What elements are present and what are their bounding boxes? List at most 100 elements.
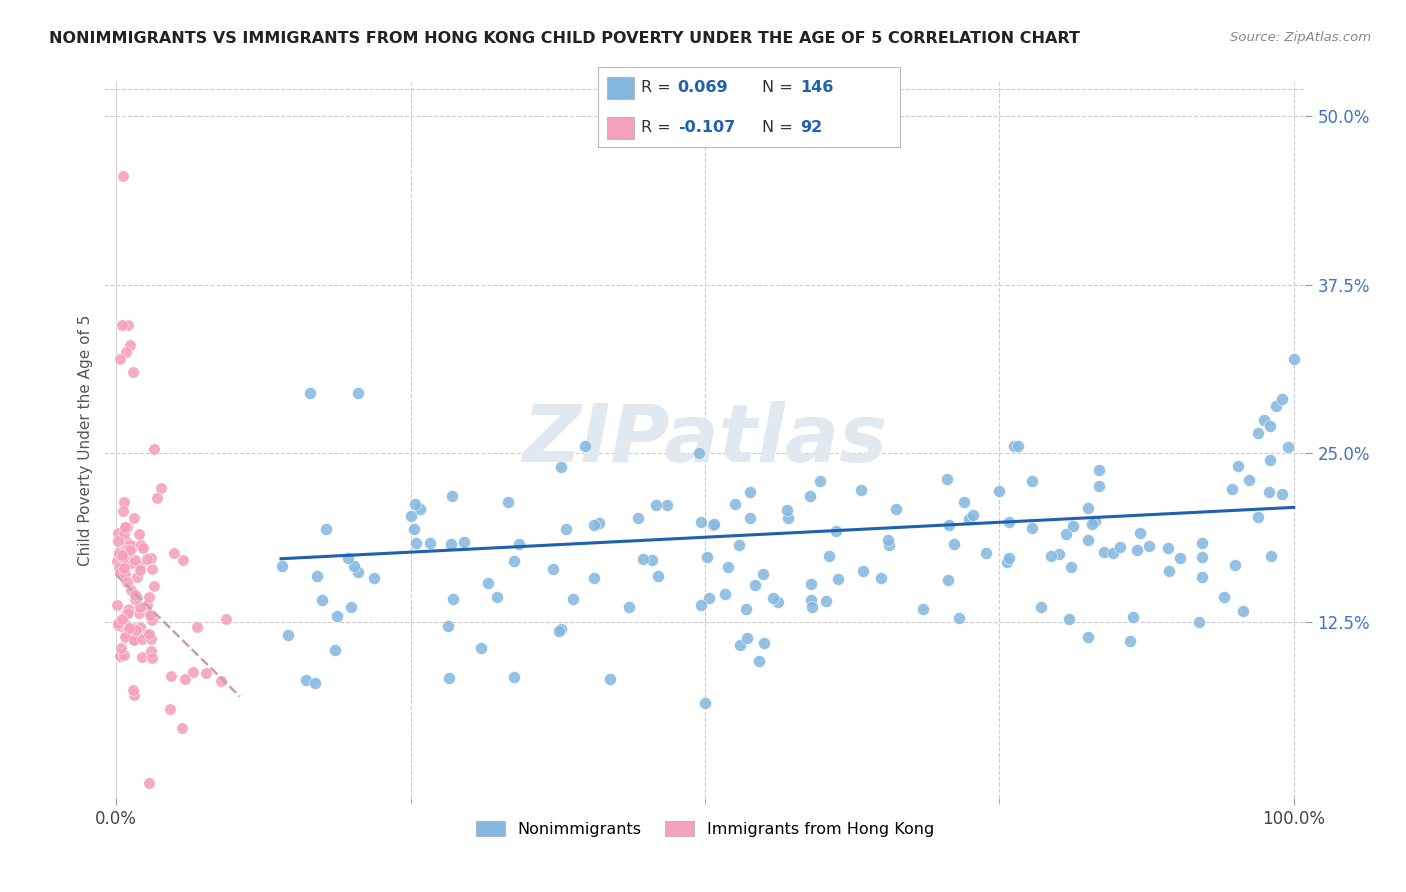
Point	[647, 569, 669, 583]
Point	[1080, 517, 1102, 532]
Point	[129, 538, 152, 552]
Point	[129, 620, 152, 634]
Point	[315, 522, 337, 536]
Point	[582, 518, 605, 533]
Point	[1076, 630, 1098, 644]
Point	[800, 576, 823, 591]
Point	[688, 446, 710, 460]
Point	[131, 632, 153, 647]
Point	[304, 676, 326, 690]
Point	[1021, 521, 1043, 535]
Point	[115, 533, 138, 548]
Point	[852, 564, 875, 578]
Point	[305, 569, 328, 583]
Point	[1188, 615, 1211, 629]
Point	[953, 495, 976, 509]
Point	[131, 650, 153, 665]
Text: N =: N =	[762, 120, 799, 135]
Point	[117, 318, 139, 332]
Point	[1029, 600, 1052, 615]
Point	[1060, 559, 1083, 574]
Point	[1157, 541, 1180, 555]
Point	[271, 558, 294, 573]
Point	[138, 627, 160, 641]
Point	[1220, 483, 1243, 497]
Point	[108, 351, 131, 366]
Point	[107, 533, 129, 548]
Point	[728, 538, 751, 552]
Point	[136, 552, 159, 566]
Point	[1223, 558, 1246, 572]
Point	[1118, 634, 1140, 648]
Point	[703, 517, 725, 532]
Point	[108, 545, 131, 559]
Point	[702, 517, 724, 532]
Point	[737, 631, 759, 645]
Point	[477, 576, 499, 591]
Point	[754, 636, 776, 650]
Point	[1077, 500, 1099, 515]
Point	[117, 603, 139, 617]
Point	[105, 599, 128, 613]
Point	[143, 442, 166, 457]
Point	[111, 551, 134, 566]
Point	[1057, 612, 1080, 626]
Point	[347, 565, 370, 579]
Point	[948, 611, 970, 625]
Point	[453, 534, 475, 549]
Point	[799, 592, 821, 607]
Point	[114, 520, 136, 534]
Point	[1260, 549, 1282, 563]
Point	[547, 624, 569, 639]
Point	[118, 621, 141, 635]
Point	[693, 696, 716, 710]
Point	[408, 502, 430, 516]
Point	[160, 669, 183, 683]
Point	[108, 561, 131, 575]
Point	[550, 622, 572, 636]
Point	[555, 522, 578, 536]
Point	[172, 553, 194, 567]
Text: Source: ZipAtlas.com: Source: ZipAtlas.com	[1230, 31, 1371, 45]
Point	[995, 555, 1018, 569]
Point	[762, 591, 785, 605]
Point	[1191, 550, 1213, 565]
Point	[1277, 440, 1299, 454]
Point	[1237, 473, 1260, 487]
Point	[690, 598, 713, 612]
Point	[440, 537, 463, 551]
Point	[117, 607, 139, 621]
Point	[127, 570, 149, 584]
Point	[496, 495, 519, 509]
Point	[738, 510, 761, 524]
Point	[550, 460, 572, 475]
Point	[111, 612, 134, 626]
Point	[1002, 439, 1025, 453]
Point	[311, 593, 333, 607]
Point	[503, 670, 526, 684]
Text: N =: N =	[762, 80, 799, 95]
Point	[122, 632, 145, 647]
Point	[1257, 484, 1279, 499]
Point	[124, 553, 146, 567]
Point	[627, 511, 650, 525]
Point	[561, 592, 583, 607]
Point	[912, 602, 935, 616]
Point	[1213, 590, 1236, 604]
Point	[139, 644, 162, 658]
Point	[1137, 540, 1160, 554]
Point	[121, 621, 143, 635]
Point	[122, 682, 145, 697]
Point	[1247, 426, 1270, 441]
Point	[1088, 463, 1111, 477]
Point	[998, 551, 1021, 566]
Point	[690, 516, 713, 530]
Text: R =: R =	[641, 80, 676, 95]
Point	[129, 600, 152, 615]
Point	[974, 546, 997, 560]
Point	[1040, 549, 1063, 563]
Point	[115, 607, 138, 622]
Point	[696, 549, 718, 564]
Point	[655, 498, 678, 512]
Point	[599, 672, 621, 686]
